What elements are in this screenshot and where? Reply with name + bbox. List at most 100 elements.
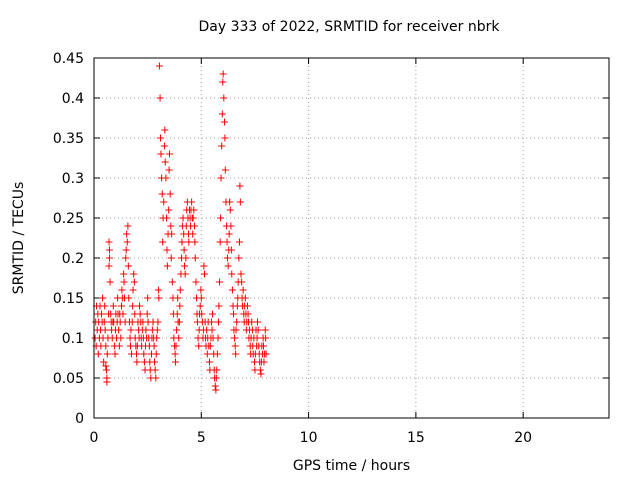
x-tick-label: 0 [90, 430, 99, 446]
x-tick-label: 20 [514, 430, 532, 446]
data-point [214, 334, 222, 342]
data-point [152, 374, 160, 382]
data-point [99, 294, 107, 302]
data-point [102, 342, 110, 350]
data-point [262, 350, 270, 358]
data-point [106, 278, 114, 286]
data-point [223, 238, 231, 246]
data-point [190, 206, 198, 214]
data-point [160, 198, 168, 206]
data-point [163, 214, 171, 222]
data-point [189, 230, 197, 238]
data-point [216, 278, 224, 286]
data-point [111, 350, 119, 358]
data-point [119, 310, 127, 318]
chart-title: Day 333 of 2022, SRMTID for receiver nbr… [198, 19, 500, 35]
data-point [153, 326, 161, 334]
data-point [118, 286, 126, 294]
data-point [205, 358, 213, 366]
data-point [256, 366, 264, 374]
data-point [143, 310, 151, 318]
data-point [100, 358, 108, 366]
data-point [201, 270, 209, 278]
data-point [117, 302, 125, 310]
data-point [208, 326, 216, 334]
data-point [155, 62, 163, 70]
data-point [236, 182, 244, 190]
data-point [185, 238, 193, 246]
data-point [206, 342, 214, 350]
data-point [165, 166, 173, 174]
data-point [217, 174, 225, 182]
data-point [172, 342, 180, 350]
data-point [127, 326, 135, 334]
x-tick-label: 5 [197, 430, 206, 446]
data-point [168, 278, 176, 286]
data-point [200, 262, 208, 270]
x-axis-label: GPS time / hours [293, 458, 410, 474]
data-point [165, 206, 173, 214]
data-point [254, 318, 262, 326]
data-point [173, 310, 181, 318]
data-point [216, 238, 224, 246]
data-point [162, 174, 170, 182]
data-point [232, 350, 240, 358]
data-point [175, 318, 183, 326]
data-point [103, 378, 111, 386]
data-point [237, 270, 245, 278]
data-point [254, 326, 262, 334]
data-point [182, 254, 190, 262]
data-point [225, 230, 233, 238]
data-point [130, 270, 138, 278]
data-point [227, 222, 235, 230]
data-point [257, 370, 265, 378]
y-tick-label: 0.25 [53, 211, 84, 227]
data-point [243, 302, 251, 310]
data-point [189, 214, 197, 222]
data-point [229, 310, 237, 318]
data-point [220, 118, 228, 126]
data-point [130, 278, 138, 286]
data-point [212, 386, 220, 394]
data-point [163, 262, 171, 270]
data-point [235, 254, 243, 262]
data-point [221, 166, 229, 174]
data-point [157, 150, 165, 158]
data-point [157, 134, 165, 142]
data-point [167, 254, 175, 262]
data-point [190, 222, 198, 230]
data-point [195, 342, 203, 350]
y-tick-label: 0.35 [53, 131, 84, 147]
x-tick-label: 15 [407, 430, 425, 446]
x-tick-label: 10 [300, 430, 318, 446]
data-point [159, 238, 167, 246]
data-point [163, 246, 171, 254]
data-point [211, 382, 219, 390]
data-point [228, 286, 236, 294]
data-point [173, 326, 181, 334]
data-point [94, 350, 102, 358]
data-point [154, 286, 162, 294]
data-point [224, 262, 232, 270]
data-point [156, 94, 164, 102]
data-point [124, 262, 132, 270]
data-point [174, 294, 182, 302]
data-point [176, 286, 184, 294]
data-point [235, 238, 243, 246]
data-point [226, 198, 234, 206]
data-point [115, 342, 123, 350]
data-point [120, 270, 128, 278]
data-point [197, 286, 205, 294]
data-point [262, 334, 270, 342]
data-points [91, 62, 270, 394]
data-point [117, 334, 125, 342]
data-point [192, 278, 200, 286]
data-point [102, 362, 110, 370]
data-point [232, 326, 240, 334]
y-tick-label: 0.05 [53, 371, 84, 387]
data-point [215, 302, 223, 310]
data-point [124, 222, 132, 230]
data-point [101, 302, 109, 310]
data-point [213, 350, 221, 358]
data-point [161, 158, 169, 166]
